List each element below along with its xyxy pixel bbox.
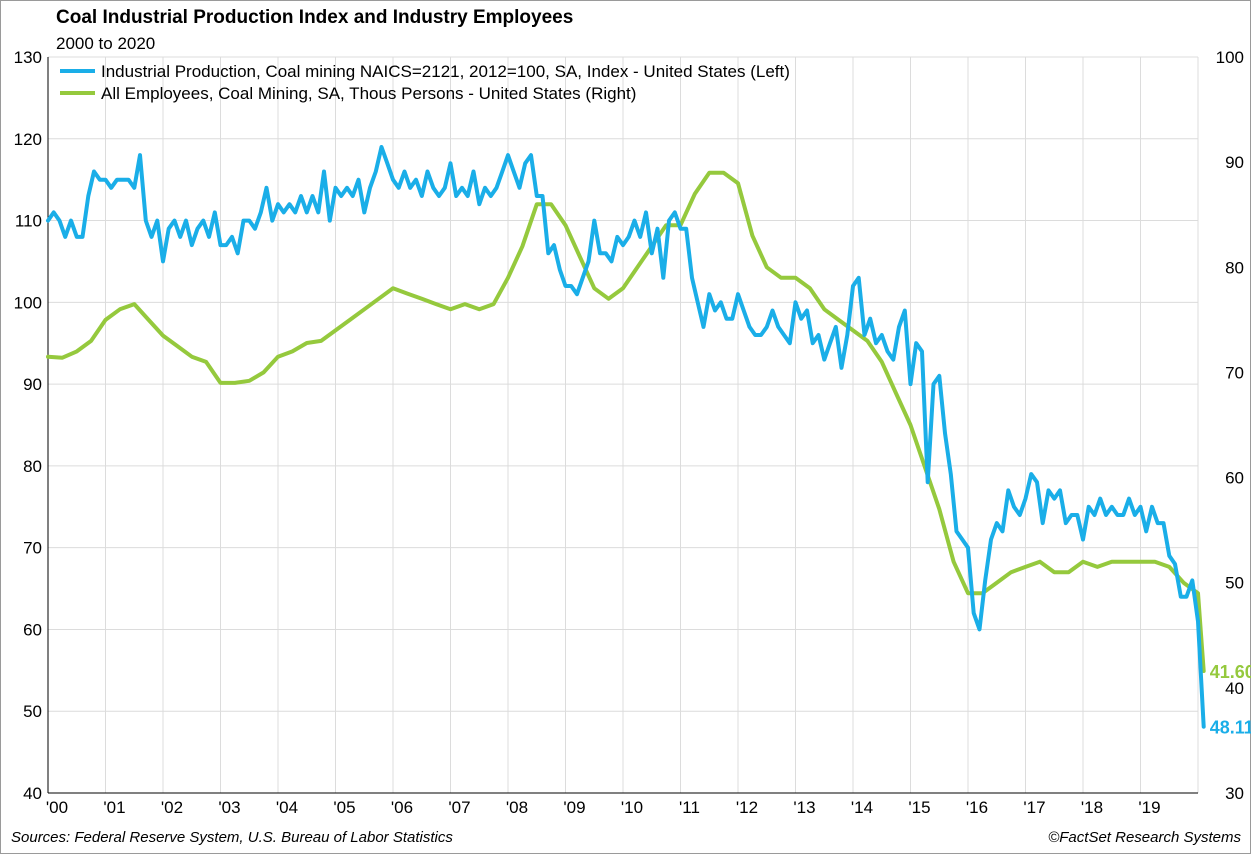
right-tick-label: 80	[1225, 258, 1244, 277]
left-tick-label: 50	[23, 702, 42, 721]
end-label-employees: 41.60	[1210, 662, 1251, 682]
x-tick-label: '00	[46, 798, 68, 817]
x-tick-label: '18	[1081, 798, 1103, 817]
gridlines	[47, 56, 1199, 794]
right-tick-label: 40	[1225, 679, 1244, 698]
x-tick-label: '07	[448, 798, 470, 817]
left-tick-label: 90	[23, 375, 42, 394]
series-line-employees	[46, 170, 1206, 673]
left-tick-label: 110	[15, 212, 42, 231]
left-tick-label: 70	[23, 539, 42, 558]
chart-subtitle: 2000 to 2020	[56, 34, 156, 53]
x-tick-label: '10	[621, 798, 643, 817]
legend-label-employees: All Employees, Coal Mining, SA, Thous Pe…	[101, 84, 636, 103]
right-tick-label: 100	[1216, 48, 1244, 67]
left-tick-label: 120	[14, 130, 42, 149]
left-tick-label: 130	[14, 48, 42, 67]
left-tick-label: 100	[14, 293, 42, 312]
x-tick-label: '13	[793, 798, 815, 817]
x-tick-label: '12	[736, 798, 758, 817]
legend: Industrial Production, Coal mining NAICS…	[60, 62, 790, 103]
legend-label-production: Industrial Production, Coal mining NAICS…	[101, 62, 790, 81]
x-tick-label: '16	[966, 798, 988, 817]
left-tick-label: 40	[23, 784, 42, 803]
x-tick-label: '15	[908, 798, 930, 817]
right-tick-label: 70	[1225, 363, 1244, 382]
x-tick-label: '09	[563, 798, 585, 817]
x-tick-label: '02	[161, 798, 183, 817]
right-tick-label: 60	[1225, 469, 1244, 488]
left-axis-ticks: 130 120 110 100 90 80 70 60 50 40	[14, 48, 42, 803]
left-tick-label: 60	[23, 620, 42, 639]
x-tick-label: '11	[679, 798, 700, 817]
chart-title: Coal Industrial Production Index and Ind…	[56, 7, 574, 28]
copyright-note: ©FactSet Research Systems	[1048, 829, 1241, 846]
x-tick-label: '08	[506, 798, 528, 817]
x-tick-label: '19	[1138, 798, 1160, 817]
right-tick-label: 30	[1225, 784, 1244, 803]
right-axis-ticks: 100 90 80 70 60 50 40 30	[1216, 48, 1244, 803]
right-tick-label: 50	[1225, 574, 1244, 593]
series-line-production	[46, 145, 1206, 729]
x-axis-ticks: '00 '01 '02 '03 '04 '05 '06 '07 '08 '09 '10 '11 '12 '…	[46, 798, 1161, 817]
right-tick-label: 90	[1225, 153, 1244, 172]
x-tick-label: '03	[218, 798, 240, 817]
left-tick-label: 80	[23, 457, 42, 476]
series-lines	[46, 145, 1206, 729]
x-tick-label: '05	[333, 798, 355, 817]
x-tick-label: '01	[103, 798, 125, 817]
x-tick-label: '06	[391, 798, 413, 817]
end-label-production: 48.11	[1210, 718, 1251, 738]
x-tick-label: '17	[1023, 798, 1045, 817]
source-note: Sources: Federal Reserve System, U.S. Bu…	[11, 829, 453, 846]
x-tick-label: '14	[851, 798, 873, 817]
end-labels: 41.60 48.11	[1210, 662, 1251, 738]
x-tick-label: '04	[276, 798, 298, 817]
